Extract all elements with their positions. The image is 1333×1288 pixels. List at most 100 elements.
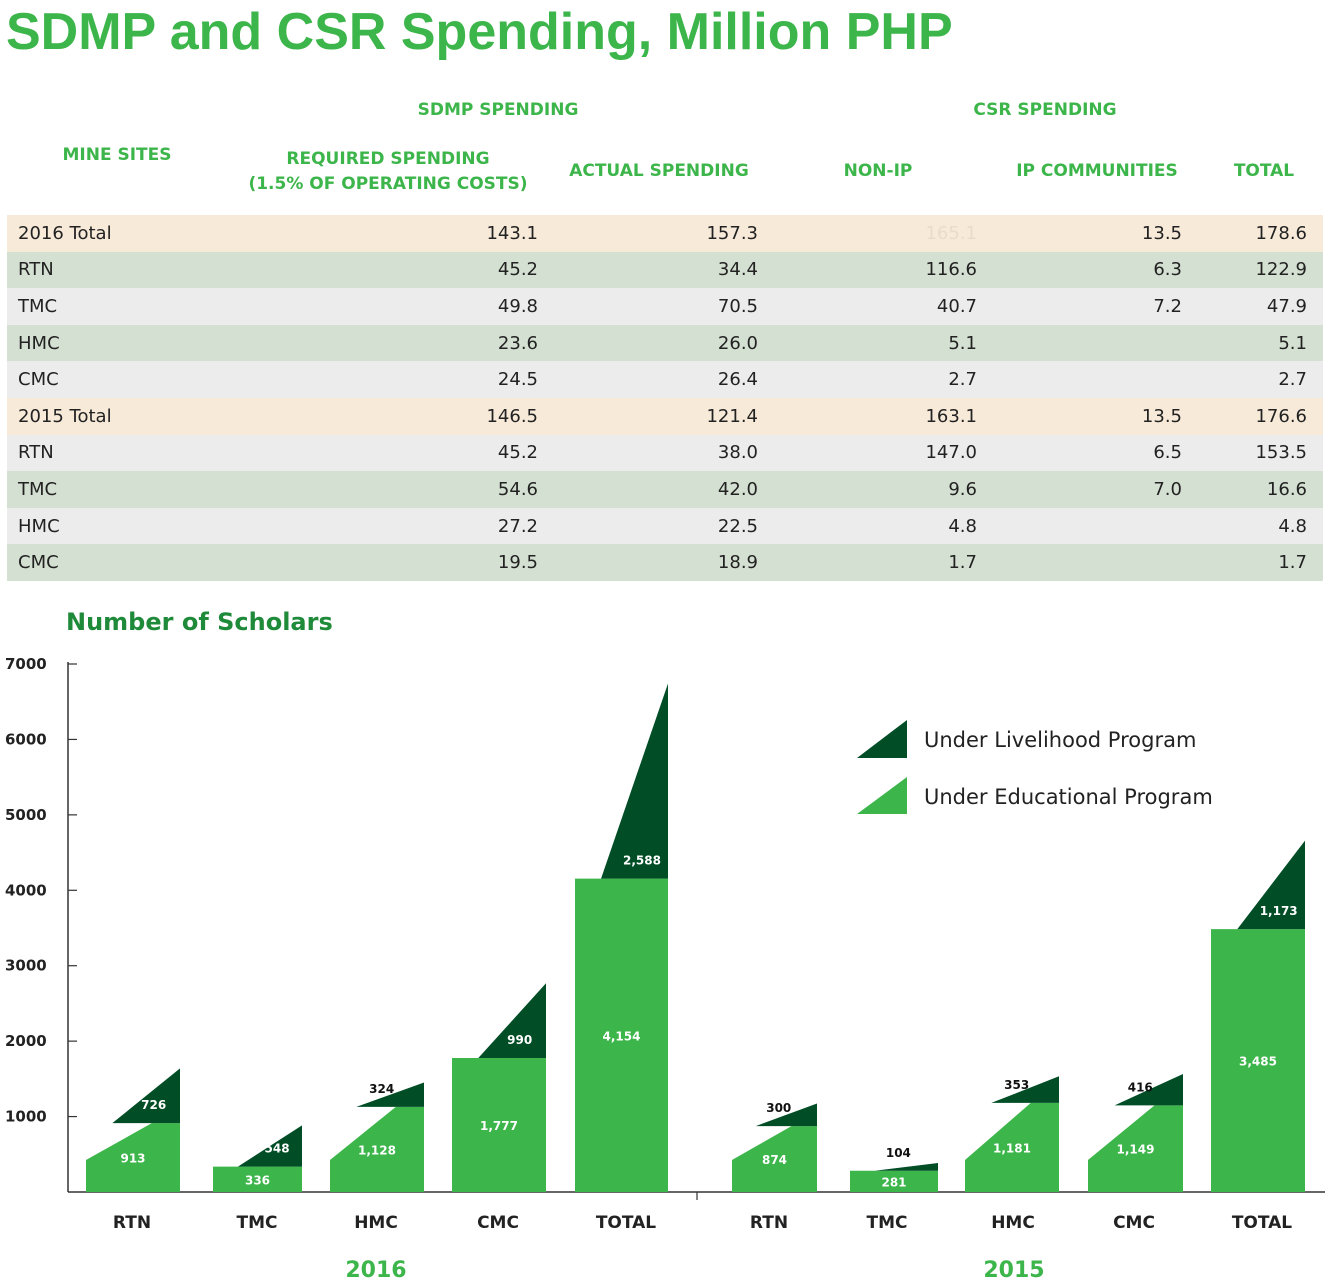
table-row: HMC 23.6 26.0 5.1 5.1 (7, 324, 1323, 362)
value-label-educational: 913 (120, 1152, 145, 1166)
table-row: RTN 45.2 38.0 147.0 6.5 153.5 (7, 434, 1323, 472)
non-ip-cell: 4.8 (948, 515, 977, 537)
bar-livelihood (874, 1162, 938, 1171)
non-ip-cell: 165.1 (925, 222, 977, 244)
value-label-livelihood: 2,588 (623, 854, 661, 868)
site-cell: HMC (18, 332, 60, 354)
x-tick-label: CMC (1113, 1213, 1155, 1233)
required-cell: 23.6 (497, 332, 538, 354)
actual-cell: 157.3 (706, 222, 758, 244)
non-ip-cell: 9.6 (948, 478, 977, 500)
ip-cell: 7.0 (1153, 478, 1182, 500)
required-cell: 24.5 (497, 369, 538, 391)
bar-livelihood (112, 1068, 180, 1124)
total-cell: 2.7 (1278, 369, 1307, 391)
value-label-educational: 3,485 (1239, 1055, 1277, 1069)
ip-cell: 13.5 (1141, 222, 1182, 244)
chart-title: Number of Scholars (66, 608, 333, 636)
required-cell: 49.8 (497, 295, 538, 317)
y-tick-label: 5000 (5, 806, 47, 824)
actual-cell: 121.4 (706, 405, 758, 427)
value-label-livelihood: 548 (265, 1142, 290, 1156)
x-tick-label: RTN (750, 1213, 788, 1233)
site-cell: RTN (18, 259, 54, 281)
col-header-required-line2: (1.5% OF OPERATING COSTS) (248, 174, 528, 194)
value-label-educational: 1,181 (993, 1141, 1031, 1155)
csr-group-header: CSR SPENDING (973, 100, 1117, 120)
total-cell: 4.8 (1278, 515, 1307, 537)
value-label-educational: 1,777 (480, 1119, 518, 1133)
table-row: TMC 54.6 42.0 9.6 7.0 16.6 (7, 471, 1323, 508)
actual-cell: 22.5 (717, 515, 758, 537)
value-label-livelihood: 1,173 (1260, 904, 1298, 918)
ip-cell: 7.2 (1153, 295, 1182, 317)
table-row: 2015 Total 146.5 121.4 163.1 13.5 176.6 (7, 397, 1323, 435)
legend-livelihood-swatch (857, 720, 907, 758)
required-cell: 146.5 (486, 405, 538, 427)
value-label-livelihood: 104 (886, 1146, 911, 1160)
actual-cell: 34.4 (717, 259, 758, 281)
ip-cell (977, 544, 1182, 581)
bar-educational (1211, 929, 1305, 1192)
ip-cell: 6.3 (1153, 259, 1182, 281)
row-padding (1307, 435, 1323, 472)
legend-educational-swatch (857, 777, 907, 814)
actual-cell: 26.4 (717, 369, 758, 391)
legend-livelihood-label: Under Livelihood Program (924, 728, 1196, 752)
sdmp-group-header: SDMP SPENDING (417, 100, 579, 120)
value-label-educational: 874 (762, 1153, 787, 1167)
page-title: SDMP and CSR Spending, Million PHP (6, 3, 953, 61)
site-cell: HMC (18, 515, 60, 537)
site-cell: 2016 Total (18, 222, 112, 244)
non-ip-cell: 2.7 (948, 369, 977, 391)
legend-educational-label: Under Educational Program (924, 785, 1213, 809)
table-row: RTN 45.2 34.4 116.6 6.3 122.9 (7, 251, 1323, 289)
bar-educational (965, 1102, 1059, 1192)
actual-cell: 18.9 (717, 552, 758, 574)
row-padding (1307, 361, 1323, 398)
bar-educational (213, 1166, 302, 1192)
ip-cell: 13.5 (1141, 405, 1182, 427)
total-cell: 5.1 (1278, 332, 1307, 354)
col-header-total: TOTAL (1233, 161, 1295, 181)
table-row: 2016 Total 143.1 157.3 165.1 13.5 178.6 (7, 215, 1323, 252)
spending-table-body: 2016 Total 143.1 157.3 165.1 13.5 178.6 RTN 45.… (7, 215, 1323, 581)
total-cell: 1.7 (1278, 552, 1307, 574)
bar-livelihood (991, 1076, 1059, 1103)
y-tick-label: 6000 (5, 730, 47, 748)
row-padding (1307, 252, 1323, 289)
table-row: HMC 27.2 22.5 4.8 4.8 (7, 507, 1323, 545)
x-tick-label: HMC (991, 1213, 1035, 1233)
actual-cell: 42.0 (717, 478, 758, 500)
y-tick-label: 7000 (5, 655, 47, 673)
total-cell: 153.5 (1255, 442, 1307, 464)
y-tick-label: 2000 (5, 1032, 47, 1050)
required-cell: 19.5 (497, 552, 538, 574)
site-cell: CMC (18, 369, 59, 391)
group-label: 2015 (983, 1258, 1044, 1283)
col-header-mine-sites: MINE SITES (62, 145, 172, 165)
bar-livelihood (1237, 840, 1305, 930)
x-tick-label: TOTAL (596, 1213, 656, 1233)
bar-educational (1088, 1105, 1183, 1192)
required-cell: 45.2 (497, 442, 538, 464)
value-label-educational: 4,154 (603, 1029, 641, 1043)
site-cell: TMC (18, 295, 58, 317)
site-cell: RTN (18, 442, 54, 464)
value-label-educational: 281 (881, 1175, 906, 1189)
x-tick-label: TMC (867, 1213, 908, 1233)
required-cell: 45.2 (497, 259, 538, 281)
required-cell: 143.1 (486, 222, 538, 244)
x-tick-label: RTN (113, 1213, 151, 1233)
bar-livelihood (478, 983, 546, 1058)
ip-cell (977, 325, 1182, 362)
table-row: CMC 19.5 18.9 1.7 1.7 (7, 544, 1323, 581)
site-cell: TMC (18, 478, 58, 500)
total-cell: 16.6 (1266, 478, 1307, 500)
ip-cell: 6.5 (1153, 442, 1182, 464)
row-padding (1307, 471, 1323, 508)
bar-educational (86, 1123, 180, 1192)
non-ip-cell: 147.0 (925, 442, 977, 464)
value-label-educational: 336 (245, 1173, 270, 1187)
y-tick-label: 3000 (5, 957, 47, 975)
